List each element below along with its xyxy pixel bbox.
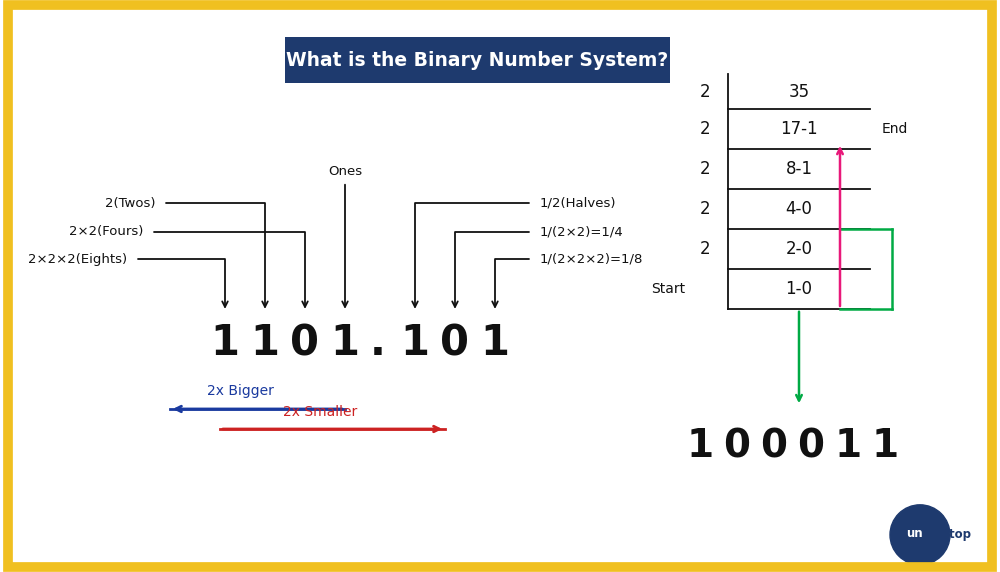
Text: 1: 1 bbox=[250, 322, 280, 364]
Text: Start: Start bbox=[651, 282, 685, 296]
Text: 1: 1 bbox=[834, 427, 862, 465]
Text: 2x Smaller: 2x Smaller bbox=[283, 405, 357, 419]
Text: Ones: Ones bbox=[328, 165, 362, 178]
Text: .: . bbox=[370, 322, 386, 364]
Text: 1: 1 bbox=[480, 322, 510, 364]
FancyBboxPatch shape bbox=[285, 37, 670, 83]
Text: 35: 35 bbox=[788, 82, 810, 101]
Text: What is the Binary Number System?: What is the Binary Number System? bbox=[286, 50, 669, 70]
Text: 0: 0 bbox=[798, 427, 824, 465]
Text: 1: 1 bbox=[871, 427, 899, 465]
Text: 2×2×2(Eights): 2×2×2(Eights) bbox=[28, 253, 127, 265]
Text: 1/(2×2×2)=1/8: 1/(2×2×2)=1/8 bbox=[540, 253, 643, 265]
Text: 0: 0 bbox=[724, 427, 750, 465]
Text: 17-1: 17-1 bbox=[780, 120, 818, 138]
Text: 2-0: 2-0 bbox=[785, 240, 812, 258]
Text: stop: stop bbox=[942, 529, 971, 541]
Text: 2(Twos): 2(Twos) bbox=[104, 197, 155, 209]
Text: 1: 1 bbox=[686, 427, 714, 465]
Text: 1/(2×2)=1/4: 1/(2×2)=1/4 bbox=[540, 225, 624, 238]
Text: 8-1: 8-1 bbox=[785, 160, 812, 178]
Text: 0: 0 bbox=[440, 322, 470, 364]
Text: 1: 1 bbox=[330, 322, 360, 364]
Text: 0: 0 bbox=[761, 427, 788, 465]
Text: 1: 1 bbox=[210, 322, 240, 364]
Text: End: End bbox=[882, 122, 908, 136]
Text: 2: 2 bbox=[700, 82, 710, 101]
Text: 2: 2 bbox=[700, 240, 710, 258]
Text: 2x Bigger: 2x Bigger bbox=[207, 384, 273, 398]
Text: 2: 2 bbox=[700, 120, 710, 138]
Text: 2×2(Fours): 2×2(Fours) bbox=[69, 225, 143, 238]
Text: 1/2(Halves): 1/2(Halves) bbox=[540, 197, 616, 209]
Text: 1-0: 1-0 bbox=[785, 280, 812, 298]
Text: un: un bbox=[906, 527, 922, 540]
Ellipse shape bbox=[890, 505, 950, 565]
Text: 2: 2 bbox=[700, 160, 710, 178]
Text: 0: 0 bbox=[290, 322, 320, 364]
Text: 1: 1 bbox=[400, 322, 430, 364]
Text: 4-0: 4-0 bbox=[786, 200, 812, 218]
Text: 2: 2 bbox=[700, 200, 710, 218]
